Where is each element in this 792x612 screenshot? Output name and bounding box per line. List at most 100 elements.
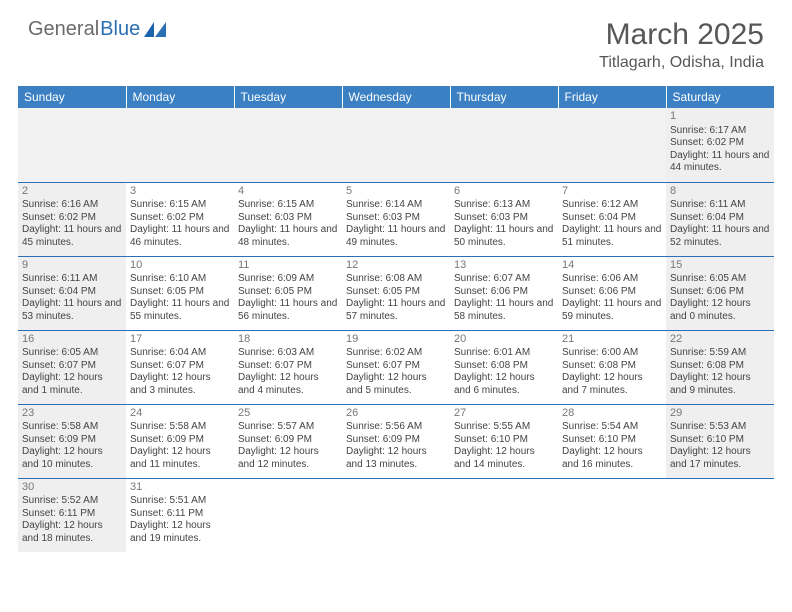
sunset-text: Sunset: 6:04 PM [562, 212, 662, 225]
sunrise-text: Sunrise: 5:54 AM [562, 421, 662, 434]
daylight-text: Daylight: 11 hours and 58 minutes. [454, 298, 554, 323]
daylight-text: Daylight: 12 hours and 9 minutes. [670, 372, 770, 397]
sunrise-text: Sunrise: 6:05 AM [22, 347, 122, 360]
calendar-week-row: 23Sunrise: 5:58 AMSunset: 6:09 PMDayligh… [18, 404, 774, 478]
day-header: Monday [126, 86, 234, 108]
daylight-text: Daylight: 11 hours and 56 minutes. [238, 298, 338, 323]
calendar-cell: 27Sunrise: 5:55 AMSunset: 6:10 PMDayligh… [450, 404, 558, 478]
day-number: 23 [22, 407, 122, 421]
sunrise-text: Sunrise: 6:01 AM [454, 347, 554, 360]
calendar-cell [450, 478, 558, 552]
day-header: Sunday [18, 86, 126, 108]
daylight-text: Daylight: 11 hours and 51 minutes. [562, 224, 662, 249]
daylight-text: Daylight: 12 hours and 7 minutes. [562, 372, 662, 397]
daylight-text: Daylight: 12 hours and 6 minutes. [454, 372, 554, 397]
month-title: March 2025 [599, 18, 764, 52]
sunrise-text: Sunrise: 5:56 AM [346, 421, 446, 434]
sunset-text: Sunset: 6:03 PM [238, 212, 338, 225]
sunset-text: Sunset: 6:11 PM [22, 508, 122, 521]
sunrise-text: Sunrise: 6:06 AM [562, 273, 662, 286]
daylight-text: Daylight: 12 hours and 3 minutes. [130, 372, 230, 397]
sunset-text: Sunset: 6:08 PM [454, 360, 554, 373]
day-number: 28 [562, 407, 662, 421]
daylight-text: Daylight: 12 hours and 16 minutes. [562, 446, 662, 471]
daylight-text: Daylight: 11 hours and 53 minutes. [22, 298, 122, 323]
sunrise-text: Sunrise: 5:53 AM [670, 421, 770, 434]
sunrise-text: Sunrise: 6:10 AM [130, 273, 230, 286]
sunset-text: Sunset: 6:11 PM [130, 508, 230, 521]
calendar-cell: 22Sunrise: 5:59 AMSunset: 6:08 PMDayligh… [666, 330, 774, 404]
logo-text-b: Blue [100, 18, 140, 41]
day-number: 16 [22, 333, 122, 347]
sunset-text: Sunset: 6:10 PM [562, 434, 662, 447]
day-header: Saturday [666, 86, 774, 108]
calendar-body: 1Sunrise: 6:17 AMSunset: 6:02 PMDaylight… [18, 108, 774, 552]
calendar-cell: 24Sunrise: 5:58 AMSunset: 6:09 PMDayligh… [126, 404, 234, 478]
sunset-text: Sunset: 6:03 PM [454, 212, 554, 225]
calendar-cell: 6Sunrise: 6:13 AMSunset: 6:03 PMDaylight… [450, 182, 558, 256]
calendar-cell [558, 108, 666, 182]
daylight-text: Daylight: 12 hours and 12 minutes. [238, 446, 338, 471]
calendar-cell: 10Sunrise: 6:10 AMSunset: 6:05 PMDayligh… [126, 256, 234, 330]
calendar-table: SundayMondayTuesdayWednesdayThursdayFrid… [18, 86, 774, 552]
calendar-week-row: 1Sunrise: 6:17 AMSunset: 6:02 PMDaylight… [18, 108, 774, 182]
day-number: 18 [238, 333, 338, 347]
sunset-text: Sunset: 6:08 PM [670, 360, 770, 373]
calendar-cell: 9Sunrise: 6:11 AMSunset: 6:04 PMDaylight… [18, 256, 126, 330]
sunrise-text: Sunrise: 6:15 AM [238, 199, 338, 212]
day-number: 31 [130, 481, 230, 495]
daylight-text: Daylight: 11 hours and 48 minutes. [238, 224, 338, 249]
calendar-cell: 14Sunrise: 6:06 AMSunset: 6:06 PMDayligh… [558, 256, 666, 330]
daylight-text: Daylight: 11 hours and 59 minutes. [562, 298, 662, 323]
sunrise-text: Sunrise: 5:57 AM [238, 421, 338, 434]
daylight-text: Daylight: 12 hours and 10 minutes. [22, 446, 122, 471]
sunset-text: Sunset: 6:10 PM [670, 434, 770, 447]
sunset-text: Sunset: 6:02 PM [130, 212, 230, 225]
sunset-text: Sunset: 6:09 PM [130, 434, 230, 447]
calendar-head: SundayMondayTuesdayWednesdayThursdayFrid… [18, 86, 774, 108]
sunrise-text: Sunrise: 6:15 AM [130, 199, 230, 212]
sunrise-text: Sunrise: 5:52 AM [22, 495, 122, 508]
daylight-text: Daylight: 11 hours and 44 minutes. [670, 150, 770, 175]
day-number: 29 [670, 407, 770, 421]
sunrise-text: Sunrise: 6:00 AM [562, 347, 662, 360]
sunrise-text: Sunrise: 5:51 AM [130, 495, 230, 508]
calendar-cell: 8Sunrise: 6:11 AMSunset: 6:04 PMDaylight… [666, 182, 774, 256]
sunset-text: Sunset: 6:07 PM [22, 360, 122, 373]
day-number: 5 [346, 185, 446, 199]
daylight-text: Daylight: 12 hours and 4 minutes. [238, 372, 338, 397]
daylight-text: Daylight: 12 hours and 13 minutes. [346, 446, 446, 471]
daylight-text: Daylight: 12 hours and 17 minutes. [670, 446, 770, 471]
day-number: 13 [454, 259, 554, 273]
sunset-text: Sunset: 6:09 PM [346, 434, 446, 447]
sunset-text: Sunset: 6:10 PM [454, 434, 554, 447]
day-number: 1 [670, 110, 770, 124]
day-number: 24 [130, 407, 230, 421]
calendar-cell [234, 478, 342, 552]
sunset-text: Sunset: 6:06 PM [562, 286, 662, 299]
sunrise-text: Sunrise: 6:11 AM [670, 199, 770, 212]
day-number: 3 [130, 185, 230, 199]
calendar-cell: 12Sunrise: 6:08 AMSunset: 6:05 PMDayligh… [342, 256, 450, 330]
title-block: March 2025 Titlagarh, Odisha, India [599, 18, 764, 72]
sunset-text: Sunset: 6:07 PM [238, 360, 338, 373]
calendar-week-row: 9Sunrise: 6:11 AMSunset: 6:04 PMDaylight… [18, 256, 774, 330]
sunset-text: Sunset: 6:06 PM [454, 286, 554, 299]
calendar-cell: 5Sunrise: 6:14 AMSunset: 6:03 PMDaylight… [342, 182, 450, 256]
calendar-cell: 30Sunrise: 5:52 AMSunset: 6:11 PMDayligh… [18, 478, 126, 552]
day-number: 14 [562, 259, 662, 273]
daylight-text: Daylight: 12 hours and 11 minutes. [130, 446, 230, 471]
calendar-week-row: 30Sunrise: 5:52 AMSunset: 6:11 PMDayligh… [18, 478, 774, 552]
calendar-cell [450, 108, 558, 182]
sunset-text: Sunset: 6:05 PM [130, 286, 230, 299]
sunrise-text: Sunrise: 6:14 AM [346, 199, 446, 212]
day-number: 27 [454, 407, 554, 421]
sunrise-text: Sunrise: 6:11 AM [22, 273, 122, 286]
logo-sail-icon [144, 22, 166, 38]
calendar-cell [234, 108, 342, 182]
sunset-text: Sunset: 6:05 PM [346, 286, 446, 299]
calendar-cell: 11Sunrise: 6:09 AMSunset: 6:05 PMDayligh… [234, 256, 342, 330]
day-number: 8 [670, 185, 770, 199]
day-number: 10 [130, 259, 230, 273]
sunrise-text: Sunrise: 6:05 AM [670, 273, 770, 286]
